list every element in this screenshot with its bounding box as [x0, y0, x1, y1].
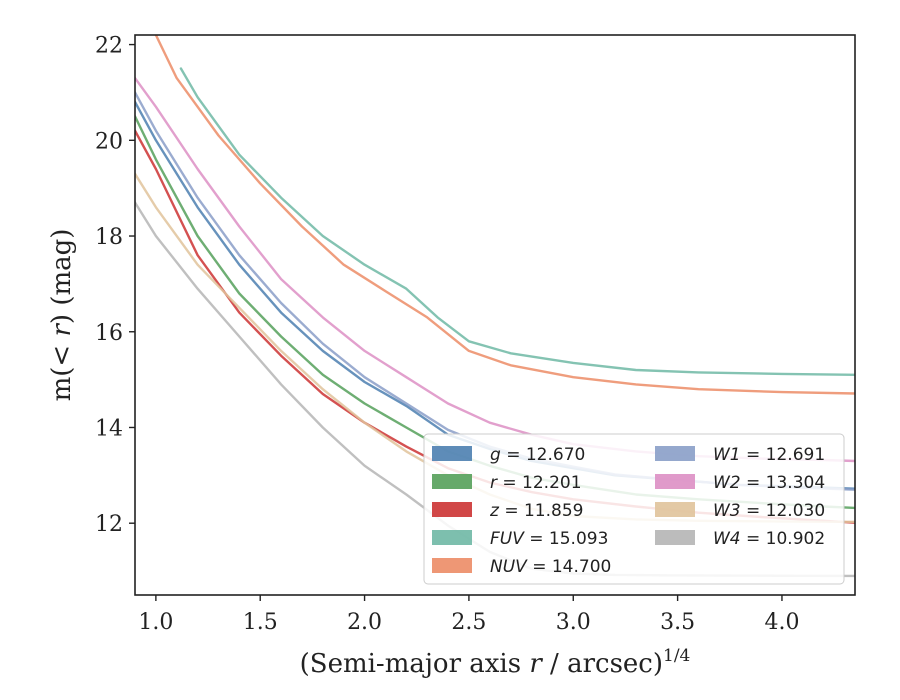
x-tick-label: 2.0 — [347, 610, 382, 635]
legend-swatch — [432, 502, 472, 517]
plot-frame — [134, 34, 856, 596]
series-line-fuv — [179, 67, 855, 376]
legend-swatch — [432, 530, 472, 545]
legend-series-value: = 15.093 — [524, 529, 609, 549]
legend-label: NUV = 14.700 — [490, 557, 611, 577]
x-axis-label: (Semi-major axis r / arcsec)1/4 — [300, 646, 691, 679]
legend-frame — [423, 433, 845, 585]
x-axis-label-sup: 1/4 — [663, 646, 690, 666]
legend-series-value: = 12.691 — [741, 445, 826, 465]
legend-series-value: = 11.859 — [499, 501, 584, 521]
y-axis-label: m(< r) (mag) — [47, 229, 77, 402]
legend-series-value: = 13.304 — [741, 473, 826, 493]
legend-entry-z: z = 11.859 — [432, 501, 583, 521]
legend-series-name: g — [490, 445, 501, 465]
legend-label: W4 = 10.902 — [713, 529, 825, 549]
x-tick-label: 2.5 — [451, 610, 486, 635]
legend-label: r = 12.201 — [490, 473, 582, 493]
x-tick-label: 4.0 — [764, 610, 799, 635]
x-axis-ticks: 1.0 1.5 2.0 2.5 3.0 3.5 4.0 — [138, 595, 799, 635]
x-axis-label-var: r — [529, 649, 543, 679]
y-axis-label-var: r — [47, 323, 77, 337]
legend-series-value: = 12.030 — [741, 501, 826, 521]
legend-series-value: = 14.700 — [527, 557, 612, 577]
legend-series-name: r — [490, 473, 498, 493]
legend-entry-fuv: FUV = 15.093 — [432, 529, 608, 549]
legend-swatch — [432, 558, 472, 573]
legend-entry-r: r = 12.201 — [432, 473, 582, 493]
legend-entry-w3: W3 = 12.030 — [655, 501, 825, 521]
y-tick-label: 14 — [95, 416, 123, 441]
y-tick-label: 18 — [95, 225, 123, 250]
legend-label: g = 12.670 — [490, 445, 585, 465]
legend-series-name: NUV — [490, 557, 528, 577]
legend-series-name: W3 — [713, 501, 741, 521]
legend-series-name: W4 — [713, 529, 741, 549]
legend-swatch — [655, 474, 695, 489]
legend-label: W1 = 12.691 — [713, 445, 825, 465]
series-line-nuv — [154, 35, 855, 395]
legend-entry-w2: W2 = 13.304 — [655, 473, 825, 493]
legend-swatch — [655, 530, 695, 545]
x-axis-label-pre: (Semi-major axis — [300, 649, 530, 679]
y-tick-label: 20 — [95, 129, 123, 154]
legend-entry-g: g = 12.670 — [432, 445, 585, 465]
legend-label: W2 = 13.304 — [713, 473, 825, 493]
y-tick-label: 16 — [95, 321, 123, 346]
x-tick-label: 1.0 — [138, 610, 173, 635]
legend-series-name: W2 — [713, 473, 741, 493]
y-axis-label-pre: m(< — [47, 337, 77, 402]
y-tick-label: 12 — [95, 512, 123, 537]
legend-label: W3 = 12.030 — [713, 501, 825, 521]
x-tick-label: 3.5 — [660, 610, 695, 635]
legend-series-name: FUV — [490, 529, 525, 549]
legend-series-value: = 12.201 — [497, 473, 582, 493]
legend-series-value: = 12.670 — [501, 445, 586, 465]
legend-label: FUV = 15.093 — [490, 529, 608, 549]
legend-entry-nuv: NUV = 14.700 — [432, 557, 611, 577]
legend-swatch — [655, 446, 695, 461]
legend-series-name: W1 — [713, 445, 741, 465]
legend-swatch — [655, 502, 695, 517]
legend-series-name: z — [489, 501, 500, 521]
legend-entry-w1: W1 = 12.691 — [655, 445, 825, 465]
legend-swatch — [432, 474, 472, 489]
y-tick-label: 22 — [95, 34, 123, 59]
y-axis-label-post: ) (mag) — [47, 229, 77, 325]
legend-series-value: = 10.902 — [741, 529, 826, 549]
y-axis-ticks: 12 14 16 18 20 22 — [95, 34, 135, 537]
x-tick-label: 1.5 — [243, 610, 278, 635]
x-axis-label-post: / arcsec) — [542, 649, 663, 679]
legend-label: z = 11.859 — [489, 501, 583, 521]
legend-entry-w4: W4 = 10.902 — [655, 529, 825, 549]
series-line-w1 — [135, 91, 855, 491]
x-tick-label: 3.0 — [556, 610, 591, 635]
legend-swatch — [432, 446, 472, 461]
